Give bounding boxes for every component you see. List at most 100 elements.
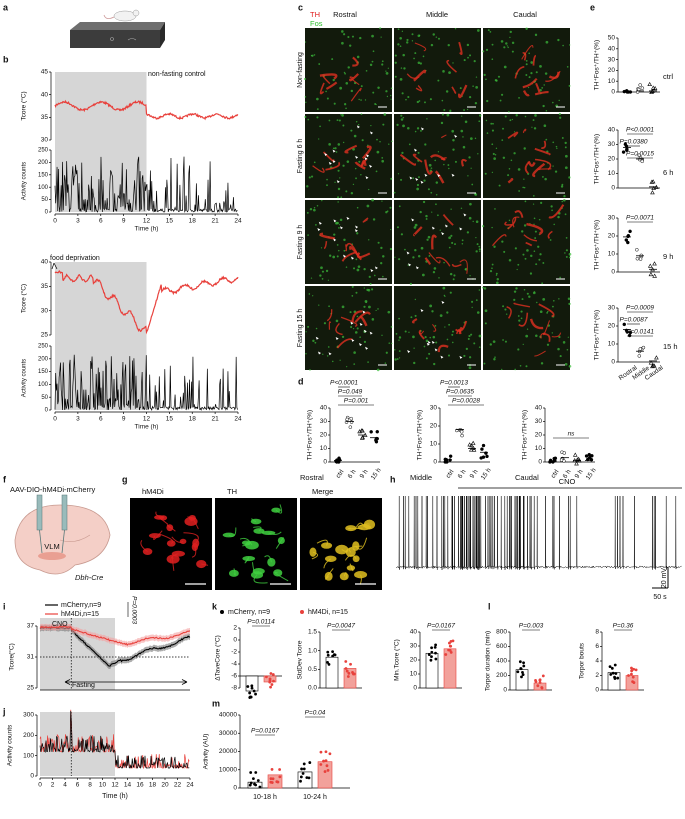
x-tick-label: 18	[189, 218, 197, 225]
th-signal	[349, 246, 363, 261]
fos-signal	[547, 310, 549, 313]
fos-signal	[352, 328, 355, 330]
fos-signal	[516, 268, 518, 271]
data-point	[251, 777, 255, 781]
fos-signal	[545, 40, 549, 44]
fos-signal	[517, 348, 520, 351]
fos-signal	[473, 60, 476, 63]
fos-signal	[452, 139, 455, 142]
data-point	[326, 768, 330, 772]
arrowhead	[350, 256, 354, 260]
data-point	[640, 159, 644, 164]
p-value: P=0.003	[519, 623, 544, 630]
fos-signal	[539, 310, 543, 314]
data-point	[256, 779, 260, 782]
fos-signal	[390, 98, 392, 100]
fos-signal	[520, 310, 523, 313]
neurite	[359, 523, 370, 527]
fos-signal	[448, 236, 452, 240]
data-point	[301, 772, 305, 775]
neurite	[275, 504, 283, 514]
fos-signal	[433, 267, 437, 270]
neurite	[343, 572, 347, 579]
arrowhead	[324, 153, 328, 157]
arrowhead	[365, 346, 369, 350]
neurite	[275, 537, 284, 549]
fos-signal	[504, 340, 507, 343]
data-point	[270, 683, 274, 686]
data-point	[637, 354, 642, 358]
legend-marker	[300, 610, 304, 614]
fos-signal	[370, 125, 372, 127]
fos-signal	[542, 262, 545, 264]
fos-signal	[451, 129, 455, 133]
arrowhead	[406, 251, 410, 255]
x-tick-label: 21	[212, 218, 220, 225]
p-value: P=0.0028	[452, 398, 480, 405]
fos-signal	[411, 33, 414, 36]
y-tick-label: 30	[535, 418, 543, 425]
arrowhead	[454, 134, 458, 138]
data-point	[540, 686, 544, 689]
channel-label: TH	[227, 487, 237, 496]
region-label: Middle	[410, 473, 432, 482]
th-signal	[507, 178, 514, 184]
data-point	[349, 662, 352, 666]
fos-signal	[509, 119, 512, 122]
data-point	[252, 689, 256, 693]
fos-signal	[343, 33, 346, 36]
fos-signal	[463, 59, 466, 62]
fos-signal	[332, 78, 335, 82]
fos-signal	[347, 35, 350, 39]
data-point	[326, 650, 330, 654]
arrowhead	[339, 226, 343, 230]
mouse-line-label: Dbh-Cre	[75, 573, 103, 582]
fos-signal	[375, 170, 378, 173]
fos-signal	[489, 30, 492, 33]
fos-signal	[350, 89, 354, 93]
data-point	[630, 672, 633, 676]
th-signal	[526, 222, 544, 235]
fos-signal	[502, 305, 505, 308]
data-point	[269, 685, 272, 689]
fos-signal	[376, 368, 380, 372]
fos-signal	[535, 71, 538, 74]
data-point	[305, 776, 309, 780]
fos-signal	[340, 196, 343, 199]
fos-signal	[320, 266, 323, 270]
data-point	[627, 674, 630, 677]
fos-signal	[358, 98, 360, 101]
fos-signal	[568, 44, 571, 46]
th-signal	[507, 217, 517, 230]
th-signal	[413, 69, 427, 82]
y-axis-label: Tcore (°C)	[20, 284, 28, 313]
data-point	[538, 678, 542, 682]
y-tick-label: 200	[38, 160, 49, 166]
th-signal	[455, 328, 462, 335]
y-tick-label: 200	[38, 356, 49, 362]
y-axis-label: TH⁺Fos⁺/TH⁺(%)	[307, 410, 314, 460]
syringe	[61, 494, 68, 531]
fos-signal	[546, 311, 549, 314]
data-point	[521, 671, 524, 674]
fos-signal	[432, 33, 435, 36]
data-point	[625, 330, 630, 334]
fos-signal	[437, 37, 440, 40]
y-tick-label: 2	[233, 625, 237, 632]
fos-signal	[377, 241, 380, 244]
arrowhead	[426, 342, 430, 346]
arrowhead	[346, 216, 350, 220]
fos-signal	[318, 304, 320, 306]
fos-signal	[452, 330, 454, 333]
data-point	[299, 779, 302, 783]
th-signal	[535, 82, 541, 93]
y-tick-label: 40	[608, 127, 616, 134]
row-label: Non-fasting	[297, 52, 304, 88]
fos-signal	[450, 234, 453, 237]
fos-signal	[474, 193, 477, 196]
data-point	[485, 454, 489, 459]
fos-signal	[380, 246, 383, 250]
fos-signal	[360, 99, 362, 101]
fos-signal	[316, 108, 319, 111]
arrowhead	[333, 219, 337, 223]
